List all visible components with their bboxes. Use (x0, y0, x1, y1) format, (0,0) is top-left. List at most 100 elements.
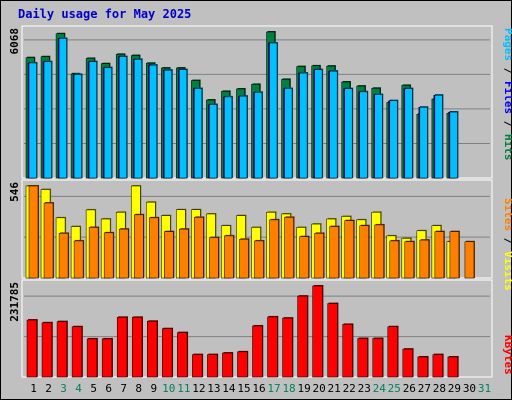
bar-kbytes-day-24 (372, 338, 383, 378)
x-label-day-4: 4 (75, 382, 82, 395)
bar-sites-day-20 (314, 233, 324, 279)
bar-pages-day-21 (329, 70, 338, 179)
x-label-day-8: 8 (135, 382, 142, 395)
x-label-day-17: 17 (267, 382, 280, 395)
bar-pages-day-1 (28, 62, 37, 179)
bar-sites-day-17 (269, 219, 279, 279)
bar-sites-day-15 (239, 238, 249, 279)
x-label-day-13: 13 (207, 382, 220, 395)
bar-sites-day-3 (58, 233, 69, 279)
bar-kbytes-day-20 (312, 285, 323, 378)
bar-pages-day-4 (73, 74, 82, 179)
bar-kbytes-day-16 (252, 325, 263, 378)
legend-kbytes: KBytes (502, 335, 512, 375)
bar-kbytes-day-17 (267, 316, 278, 378)
bar-pages-day-12 (194, 88, 203, 179)
bar-sites-day-12 (194, 217, 204, 279)
x-label-day-1: 1 (30, 382, 37, 395)
x-label-day-10: 10 (162, 382, 175, 395)
bar-pages-day-15 (239, 95, 248, 179)
pages-files-hits-panel-max-label: 6068 (8, 28, 21, 55)
x-label-day-22: 22 (343, 382, 356, 395)
bar-sites-day-1 (28, 185, 39, 279)
kbytes-panel-max-label: 231785 (8, 282, 21, 322)
bar-pages-day-10 (164, 69, 173, 179)
bar-pages-day-11 (179, 69, 188, 179)
bar-kbytes-day-1 (26, 319, 38, 378)
bar-sites-day-5 (88, 227, 99, 279)
x-label-day-16: 16 (252, 382, 265, 395)
x-label-day-29: 29 (448, 382, 461, 395)
bar-pages-day-22 (344, 88, 353, 179)
bar-sites-day-11 (179, 228, 189, 279)
x-label-day-25: 25 (388, 382, 401, 395)
bar-kbytes-day-10 (162, 328, 173, 378)
bar-kbytes-day-28 (432, 354, 443, 378)
x-label-day-5: 5 (90, 382, 97, 395)
bar-pages-day-24 (374, 94, 383, 179)
bar-kbytes-day-5 (86, 338, 98, 378)
bar-kbytes-day-9 (147, 321, 158, 378)
bar-sites-day-7 (118, 228, 129, 279)
legend-sites-visits: Sites / Visits (502, 198, 512, 291)
bar-sites-day-23 (359, 225, 369, 279)
bar-kbytes-day-7 (116, 317, 128, 378)
bar-sites-day-8 (133, 214, 144, 279)
x-label-day-11: 11 (177, 382, 190, 395)
x-label-day-31: 31 (478, 382, 491, 395)
bar-pages-day-2 (43, 61, 52, 179)
bar-kbytes-day-18 (282, 317, 293, 378)
bar-sites-day-9 (149, 217, 159, 279)
bar-pages-day-28 (434, 94, 443, 179)
bar-kbytes-day-29 (447, 356, 458, 378)
bar-sites-day-21 (329, 226, 339, 279)
bar-kbytes-day-13 (207, 354, 218, 378)
bar-pages-day-26 (404, 88, 413, 179)
bar-sites-day-27 (419, 239, 430, 279)
bar-pages-day-13 (209, 104, 218, 179)
bar-pages-day-14 (224, 96, 233, 179)
x-label-day-23: 23 (358, 382, 371, 395)
bar-pages-day-16 (254, 92, 263, 179)
bar-sites-day-19 (299, 236, 309, 279)
bar-sites-day-26 (404, 241, 415, 279)
legend-pages-files-hits-part: / (502, 114, 512, 134)
bar-sites-day-28 (434, 231, 445, 279)
bar-kbytes-day-15 (237, 351, 248, 378)
bar-kbytes-day-27 (417, 356, 428, 378)
x-label-day-14: 14 (222, 382, 236, 395)
bar-pages-day-7 (118, 56, 127, 179)
bar-sites-day-16 (254, 240, 264, 279)
bar-pages-day-3 (58, 38, 67, 179)
bar-pages-day-19 (299, 72, 308, 179)
bar-sites-day-6 (103, 232, 114, 279)
bar-pages-day-9 (149, 64, 158, 179)
bar-pages-day-25 (389, 100, 398, 179)
bar-kbytes-day-8 (131, 317, 143, 378)
bar-kbytes-day-4 (71, 326, 83, 378)
bar-sites-day-10 (164, 231, 174, 279)
bar-sites-day-25 (389, 240, 400, 279)
bar-kbytes-day-14 (222, 352, 233, 378)
bar-pages-day-29 (449, 111, 458, 179)
x-label-day-2: 2 (45, 382, 52, 395)
bar-kbytes-day-23 (357, 338, 368, 378)
bar-kbytes-day-3 (56, 321, 68, 378)
legend-pages-files-hits-part: Hits (502, 134, 512, 161)
bar-pages-day-27 (419, 107, 428, 179)
bar-sites-day-30 (464, 241, 475, 279)
bar-pages-day-8 (133, 59, 142, 179)
bar-kbytes-day-22 (342, 324, 353, 378)
legend-sites-visits-part: Sites (502, 198, 512, 231)
bar-kbytes-day-21 (327, 303, 338, 378)
x-label-day-3: 3 (60, 382, 67, 395)
x-label-day-21: 21 (328, 382, 341, 395)
x-label-day-20: 20 (313, 382, 326, 395)
x-label-day-12: 12 (192, 382, 205, 395)
bar-sites-day-22 (344, 220, 354, 279)
legend-pages-files-hits-part: Files (502, 81, 512, 114)
chart-title: Daily usage for May 2025 (18, 7, 192, 21)
bar-kbytes-day-26 (402, 348, 413, 378)
bar-pages-day-6 (103, 67, 112, 179)
